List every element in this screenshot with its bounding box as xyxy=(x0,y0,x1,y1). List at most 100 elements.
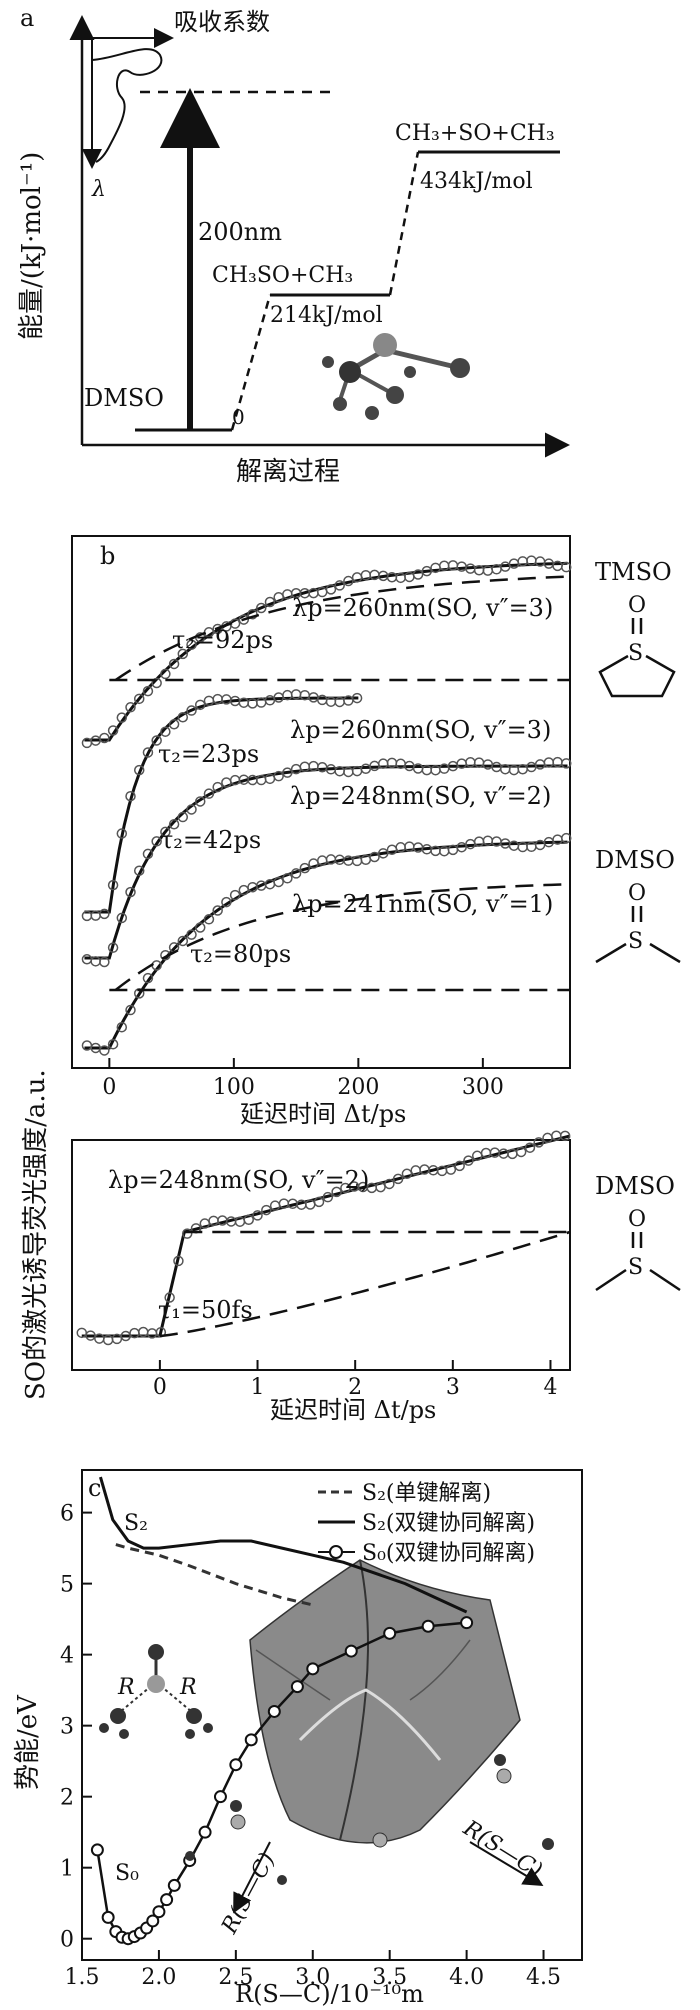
transition-2 xyxy=(388,151,420,296)
r-label-right: R xyxy=(179,1675,197,1700)
panel-b-trace-fit xyxy=(84,840,568,1050)
panel-b2-trace-point xyxy=(384,1178,395,1190)
panel-b-trace-point xyxy=(116,1021,128,1033)
panel-b2-trace-dashed xyxy=(159,1230,571,1338)
panel-c-y-tick-label: 2 xyxy=(60,1786,74,1811)
trace-1-tau: τ₂=92ps xyxy=(172,626,273,654)
panel-b2-dmso-label: DMSO xyxy=(595,1172,675,1200)
level-ch3-so-ch3-species: CH₃+SO+CH₃ xyxy=(395,121,555,146)
panel-c-s0-point xyxy=(306,1662,320,1676)
svg-text:S: S xyxy=(628,1255,643,1280)
panel-b2-trace-point xyxy=(559,1130,571,1142)
panel-b-trace-point xyxy=(273,876,284,888)
panel-b-trace-point xyxy=(133,693,145,705)
panel-b-x-tick-label: 100 xyxy=(213,1075,255,1100)
panel-b-trace-point xyxy=(299,862,311,874)
panel-b2-trace-point xyxy=(331,1186,342,1198)
panel-c-x-label: R(S—C)/10⁻¹⁰m xyxy=(235,1980,424,2008)
panel-b-trace-point xyxy=(186,929,197,940)
panel-b-trace-point xyxy=(168,819,180,830)
panel-b2-trace-point xyxy=(463,1155,474,1166)
panel-b2-x-label: 延迟时间 Δt/ps xyxy=(270,1396,436,1424)
panel-b-trace-point xyxy=(369,851,380,863)
panel-b-trace-point xyxy=(334,580,345,591)
svg-text:O: O xyxy=(628,593,646,618)
panel-b-trace-point xyxy=(186,705,197,716)
panel-b-y-label: SO的激光诱导荧光强度/a.u. xyxy=(21,1069,51,1400)
panel-b2-trace-point xyxy=(313,1196,325,1208)
panel-a-label: a xyxy=(20,4,34,32)
svg-text:O: O xyxy=(628,1207,646,1232)
panel-c-x-tick-label: 4.0 xyxy=(449,1965,484,1990)
panel-a: a 能量/(kJ·mol⁻¹) 解离过程 吸收系数 λ 200nm DMSO 0… xyxy=(17,4,570,487)
panel-c-ticks: 1.5 2.0 2.5 3.0 3.5 4.0 4.5 0 1 2 3 4 5 6 xyxy=(60,1502,561,1990)
panel-b-trace-point xyxy=(421,565,433,577)
panel-c-s0-point xyxy=(421,1619,435,1633)
panel-b-trace-point xyxy=(290,868,302,879)
panel-b-trace-point xyxy=(177,935,189,947)
panel-b2-trace-point xyxy=(375,1181,386,1193)
panel-b-trace-point xyxy=(282,873,293,884)
panel-b-trace-point xyxy=(238,614,250,625)
panel-b2-trace-point xyxy=(181,1228,193,1239)
panel-b-trace-point xyxy=(561,832,572,844)
panel-b2-trace-point xyxy=(524,1142,536,1153)
legend-item-3: S₀(双键协同解离) xyxy=(362,1541,535,1566)
panel-b-trace-point xyxy=(116,828,128,839)
panel-c-y-tick-label: 3 xyxy=(60,1715,74,1740)
panel-b-trace-point xyxy=(125,790,136,802)
panel-b-trace-point xyxy=(99,908,110,920)
panel-b-x-tick-label: 200 xyxy=(337,1075,379,1100)
tmso-structure: O S xyxy=(598,593,676,698)
panel-c-s0-point xyxy=(101,1910,115,1924)
panel-b-trace-point xyxy=(107,725,119,736)
panel-c-x-tick-label: 2.5 xyxy=(218,1965,253,1990)
panel-b2-trace-point xyxy=(243,1214,254,1225)
panel-b-trace-dashed xyxy=(114,882,571,991)
panel-b-trace-point xyxy=(351,692,363,704)
panel-b-x-tick-label: 300 xyxy=(462,1075,504,1100)
panel-c-label: c xyxy=(88,1474,101,1502)
panel-b2-frame xyxy=(71,1139,571,1371)
panel-b-trace-point xyxy=(378,848,389,859)
panel-b2-trace-point xyxy=(392,1173,404,1185)
legend-circle-marker xyxy=(329,1545,343,1559)
panel-b-trace-point xyxy=(194,699,206,711)
panel-b-trace-point xyxy=(412,569,424,580)
lambda-label: λ xyxy=(91,177,106,202)
legend-item-2: S₂(双键协同解离) xyxy=(362,1511,535,1536)
panel-b2-trace-point xyxy=(533,1137,545,1148)
panel-a-y-label: 能量/(kJ·mol⁻¹) xyxy=(17,152,47,340)
level-ch3so-species: CH₃SO+CH₃ xyxy=(212,263,353,288)
panel-b-trace-point xyxy=(107,942,119,953)
panel-b-x-tick-label: 0 xyxy=(102,1075,116,1100)
panel-b-frame xyxy=(71,535,571,1069)
level-ch3so-value: 214kJ/mol xyxy=(270,303,383,328)
level-ch3-so-ch3-value: 434kJ/mol xyxy=(420,169,533,194)
panel-b2-dmso-structure: O S xyxy=(595,1207,681,1292)
tmso-label: TMSO xyxy=(595,558,672,586)
panel-b-trace-point xyxy=(264,596,276,608)
panel-c-s0-point xyxy=(213,1790,227,1804)
panel-b2-trace-point xyxy=(445,1164,457,1175)
panel-b-trace-point xyxy=(142,685,154,697)
panel-c-legend: S₂(单键解离) S₂(双键协同解离) S₀(双键协同解离) xyxy=(318,1481,535,1566)
dmso-molecule-model xyxy=(322,333,470,420)
panel-c-y-tick-label: 6 xyxy=(60,1502,74,1527)
panel-c-s0-point xyxy=(90,1843,104,1857)
panel-c-s0-point xyxy=(344,1644,358,1658)
panel-b2-trace-point xyxy=(454,1160,465,1172)
panel-b2-trace-point xyxy=(173,1255,184,1267)
panel-b2-x-tick-label: 1 xyxy=(251,1375,265,1400)
panel-b-trace-point xyxy=(116,712,128,723)
dmso-structure: O S xyxy=(595,881,681,964)
panel-c: c 势能/eV R(S—C)/10⁻¹⁰m 1.5 2.0 2.5 3.0 3.5 4.0… xyxy=(13,1469,583,2008)
panel-b-trace-point xyxy=(561,758,572,769)
r-label-left: R xyxy=(117,1675,135,1700)
panel-b-trace-point xyxy=(160,668,171,680)
panel-b-trace-point xyxy=(142,972,154,984)
panel-b-trace-point xyxy=(160,726,171,737)
potential-surface-inset xyxy=(249,1559,521,1844)
panel-b-trace-point xyxy=(107,879,119,891)
panel-b2-trace-point xyxy=(515,1146,527,1158)
